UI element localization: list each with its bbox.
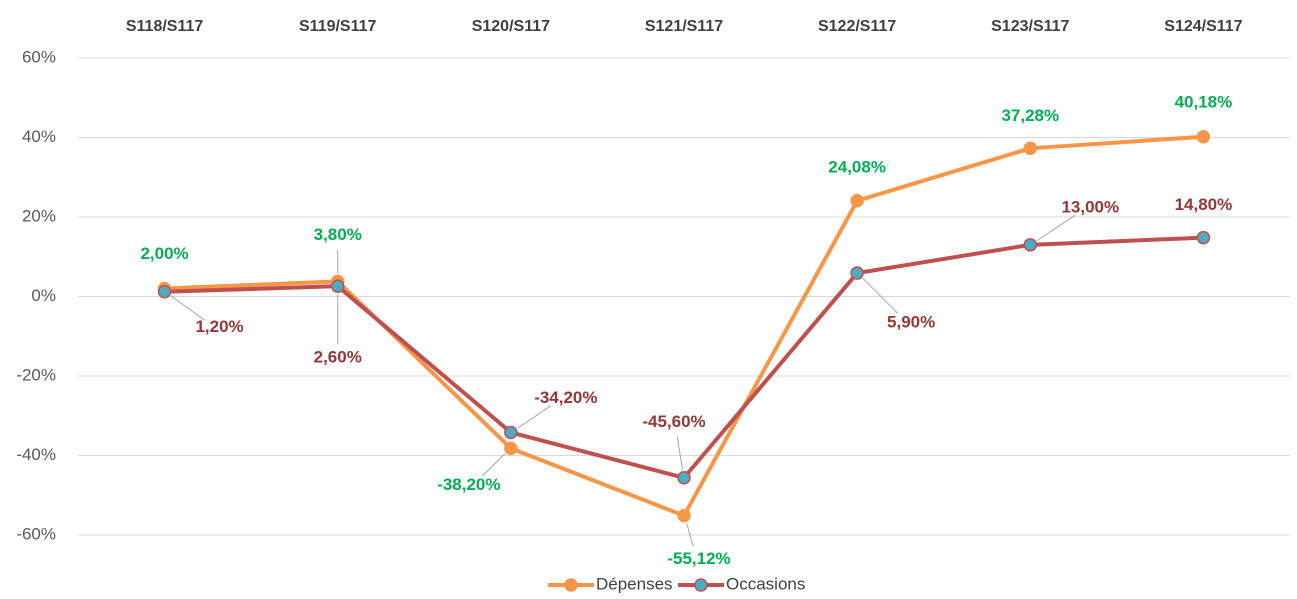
data-label: -45,60% bbox=[642, 412, 705, 431]
legend-marker bbox=[694, 578, 708, 592]
legend-label: Dépenses bbox=[596, 574, 673, 593]
series-line bbox=[164, 134, 1204, 518]
x-tick-label: S119/S117 bbox=[299, 18, 377, 35]
x-tick-label: S121/S117 bbox=[645, 18, 723, 35]
leader-line bbox=[862, 278, 899, 314]
marker bbox=[677, 508, 691, 523]
y-tick-label: 40% bbox=[22, 127, 56, 146]
data-label: -55,12% bbox=[667, 549, 730, 568]
leader-line bbox=[170, 295, 205, 321]
marker bbox=[1023, 141, 1038, 156]
y-tick-label: -40% bbox=[16, 445, 56, 464]
marker bbox=[1196, 230, 1211, 245]
data-label: 3,80% bbox=[314, 225, 362, 244]
data-label: 13,00% bbox=[1061, 197, 1119, 216]
y-tick-label: -60% bbox=[16, 524, 56, 543]
marker bbox=[1196, 130, 1211, 144]
marker bbox=[850, 194, 864, 208]
marker bbox=[1023, 238, 1038, 252]
marker bbox=[677, 471, 691, 485]
marker bbox=[157, 284, 172, 299]
data-label: -34,20% bbox=[534, 388, 597, 407]
y-tick-label: 0% bbox=[31, 286, 56, 305]
marker bbox=[330, 279, 345, 293]
data-label: -38,20% bbox=[437, 475, 500, 494]
data-label: 2,60% bbox=[314, 348, 362, 367]
data-label: 37,28% bbox=[1001, 106, 1059, 125]
data-label: 2,00% bbox=[140, 244, 188, 263]
x-tick-label: S118/S117 bbox=[126, 18, 204, 35]
leader-line bbox=[482, 453, 506, 477]
x-tick-label: S122/S117 bbox=[818, 18, 896, 35]
leader-line bbox=[676, 436, 684, 470]
y-tick-label: 60% bbox=[22, 47, 56, 66]
x-tick-label: S120/S117 bbox=[472, 18, 550, 35]
y-tick-label: -20% bbox=[16, 365, 56, 384]
marker bbox=[504, 425, 518, 440]
data-label: 1,20% bbox=[195, 317, 243, 336]
data-label: 5,90% bbox=[887, 313, 935, 332]
x-tick-label: S124/S117 bbox=[1164, 18, 1242, 35]
legend-label: Occasions bbox=[726, 574, 805, 593]
y-tick-label: 20% bbox=[22, 206, 56, 225]
legend-marker bbox=[564, 578, 578, 592]
x-tick-label: S123/S117 bbox=[991, 18, 1069, 35]
data-label: 40,18% bbox=[1175, 92, 1233, 111]
leader-line bbox=[1036, 214, 1076, 242]
data-label: 24,08% bbox=[828, 157, 886, 176]
leader-line bbox=[686, 523, 694, 547]
marker bbox=[850, 266, 864, 280]
data-label: 14,80% bbox=[1175, 195, 1233, 214]
marker bbox=[504, 441, 518, 456]
leader-line bbox=[517, 405, 551, 429]
